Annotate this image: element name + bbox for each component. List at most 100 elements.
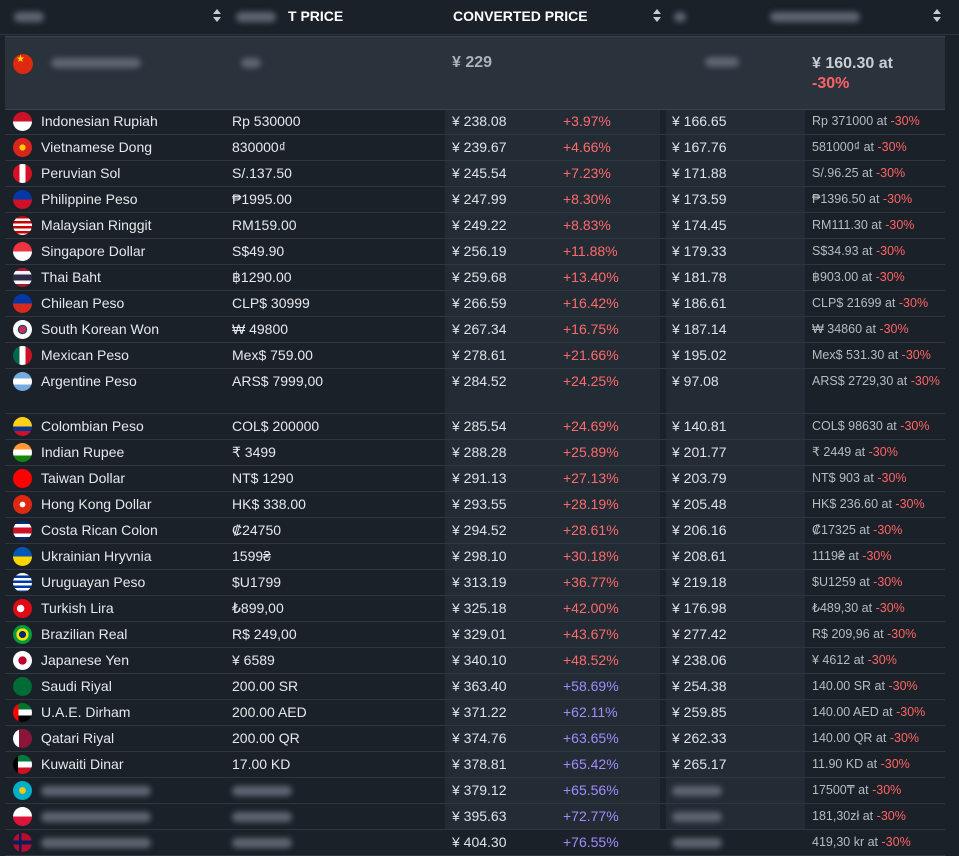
in-flag-icon bbox=[13, 443, 32, 462]
local-price: ₩ 49800 bbox=[232, 321, 289, 337]
sale-discount: -30% bbox=[877, 471, 907, 485]
header-sale-blurred[interactable] bbox=[770, 0, 860, 34]
table-row: Hong Kong Dollar HK$ 338.00 ¥ 293.55 +28.19… bbox=[5, 492, 945, 518]
blurred-text bbox=[672, 838, 722, 849]
sale-local-value: 140.00 QR at bbox=[812, 731, 887, 745]
sale-local-price: 1119₴ at -30% bbox=[812, 548, 891, 564]
sale-converted-price: ¥ 259.85 bbox=[672, 704, 727, 720]
header-converted-price[interactable]: CONVERTED PRICE bbox=[453, 0, 588, 34]
sale-local-value: ¥ 4612 at bbox=[812, 653, 865, 667]
sale-local-price: R$ 209,96 at -30% bbox=[812, 626, 916, 642]
uy-flag-icon bbox=[13, 573, 32, 592]
currency-name-blurred bbox=[41, 808, 151, 824]
sale-discount: -30% bbox=[877, 140, 907, 154]
table-row: Indian Rupee ₹ 3499 ¥ 288.28 +25.89% ¥ 201.7… bbox=[5, 440, 945, 466]
header-local-price[interactable]: T PRICE bbox=[236, 0, 343, 34]
local-price: 200.00 AED bbox=[232, 704, 307, 720]
sale-local-value: ₩ 34860 at bbox=[812, 322, 876, 336]
blurred-text bbox=[232, 838, 292, 849]
converted-price: ¥ 266.59 bbox=[452, 295, 507, 311]
converted-price: ¥ 293.55 bbox=[452, 496, 507, 512]
blurred-text bbox=[41, 786, 151, 797]
currency-name: Mexican Peso bbox=[41, 347, 129, 363]
header-currency-blurred[interactable] bbox=[14, 0, 44, 34]
featured-sale-discount: -30% bbox=[812, 75, 850, 92]
sale-local-value: ₡17325 at bbox=[812, 523, 870, 537]
sale-discount: -30% bbox=[862, 549, 892, 563]
price-difference: +62.11% bbox=[563, 704, 618, 720]
blurred-currency-name bbox=[51, 58, 141, 68]
sale-local-value: NT$ 903 at bbox=[812, 471, 874, 485]
sale-local-price: 11.90 KD at -30% bbox=[812, 756, 910, 772]
sale-local-value: 581000₫ at bbox=[812, 140, 875, 154]
sale-discount: -30% bbox=[890, 114, 920, 128]
local-price-blurred bbox=[232, 808, 292, 824]
sale-local-value: HK$ 236.60 at bbox=[812, 497, 892, 511]
sale-local-value: S$34.93 at bbox=[812, 244, 873, 258]
converted-price: ¥ 395.63 bbox=[452, 808, 507, 824]
price-difference: +16.75% bbox=[563, 321, 619, 337]
kz-flag-icon bbox=[13, 781, 32, 800]
sort-icon[interactable] bbox=[933, 9, 941, 23]
currency-name-blurred bbox=[41, 834, 151, 850]
sale-local-price: S/.96.25 at -30% bbox=[812, 165, 905, 181]
blurred-text bbox=[41, 812, 151, 823]
header-sale-converted-blurred[interactable] bbox=[674, 0, 686, 34]
blurred-header-label bbox=[236, 12, 276, 23]
sale-local-price: 140.00 SR at -30% bbox=[812, 678, 918, 694]
table-row: U.A.E. Dirham 200.00 AED ¥ 371.22 +62.11% ¥ … bbox=[5, 700, 945, 726]
price-difference: +13.40% bbox=[563, 269, 619, 285]
blurred-local-price bbox=[241, 58, 261, 68]
currency-name: Malaysian Ringgit bbox=[41, 217, 152, 233]
blurred-header-label bbox=[674, 12, 686, 23]
table-row: Singapore Dollar S$49.90 ¥ 256.19 +11.88% ¥ … bbox=[5, 239, 945, 265]
blurred-header-label bbox=[14, 12, 44, 23]
converted-price: ¥ 259.68 bbox=[452, 269, 507, 285]
sale-local-price: ₺489,30 at -30% bbox=[812, 600, 905, 616]
currency-name: Turkish Lira bbox=[41, 600, 114, 616]
sale-local-value: 11.90 KD at bbox=[812, 757, 878, 771]
price-difference: +16.42% bbox=[563, 295, 619, 311]
sort-icon[interactable] bbox=[653, 9, 661, 23]
hk-flag-icon bbox=[13, 495, 32, 514]
sale-converted-price: ¥ 219.18 bbox=[672, 574, 727, 590]
converted-price: ¥ 378.81 bbox=[452, 756, 507, 772]
local-price: Mex$ 759.00 bbox=[232, 347, 313, 363]
table-row: ¥ 379.12 +65.56% 17500₸ at -30% bbox=[5, 778, 945, 804]
sale-local-price: RM111.30 at -30% bbox=[812, 217, 914, 233]
local-price: R$ 249,00 bbox=[232, 626, 297, 642]
table-row: Thai Baht ฿1290.00 ¥ 259.68 +13.40% ¥ 181.78… bbox=[5, 265, 945, 291]
price-difference: +65.42% bbox=[563, 756, 619, 772]
co-flag-icon bbox=[13, 417, 32, 436]
sale-discount: -30% bbox=[872, 783, 902, 797]
sale-converted-price: ¥ 171.88 bbox=[672, 165, 727, 181]
sale-converted-price: ¥ 187.14 bbox=[672, 321, 727, 337]
sale-discount: -30% bbox=[881, 835, 911, 849]
local-price: ₡24750 bbox=[232, 522, 282, 538]
vn-flag-icon bbox=[13, 138, 32, 157]
no-flag-icon bbox=[13, 833, 32, 852]
price-difference: +30.18% bbox=[563, 548, 619, 564]
sale-converted-price: ¥ 97.08 bbox=[672, 373, 719, 389]
converted-price: ¥ 298.10 bbox=[452, 548, 507, 564]
currency-name: Hong Kong Dollar bbox=[41, 496, 152, 512]
currency-name: Japanese Yen bbox=[41, 652, 129, 668]
sale-local-value: 181,30zł at bbox=[812, 809, 874, 823]
converted-price: ¥ 374.76 bbox=[452, 730, 507, 746]
table-row: ¥ 404.30 +76.55% 419,30 kr at -30% bbox=[5, 830, 945, 856]
sort-icon[interactable] bbox=[213, 9, 221, 23]
sale-local-price: COL$ 98630 at -30% bbox=[812, 418, 929, 434]
id-flag-icon bbox=[13, 112, 32, 131]
currency-name: South Korean Won bbox=[41, 321, 160, 337]
sale-converted-price: ¥ 176.98 bbox=[672, 600, 727, 616]
qa-flag-icon bbox=[13, 729, 32, 748]
sale-local-value: 419,30 kr at bbox=[812, 835, 879, 849]
local-price: COL$ 200000 bbox=[232, 418, 320, 434]
price-difference: +36.77% bbox=[563, 574, 619, 590]
local-price: 830000₫ bbox=[232, 139, 286, 155]
sale-local-price: S$34.93 at -30% bbox=[812, 243, 905, 259]
converted-price: ¥ 379.12 bbox=[452, 782, 507, 798]
sale-local-price: CLP$ 21699 at -30% bbox=[812, 295, 928, 311]
tr-flag-icon bbox=[13, 599, 32, 618]
table-row: Argentine Peso ARS$ 7999,00 ¥ 284.52 +24.25… bbox=[5, 369, 945, 414]
